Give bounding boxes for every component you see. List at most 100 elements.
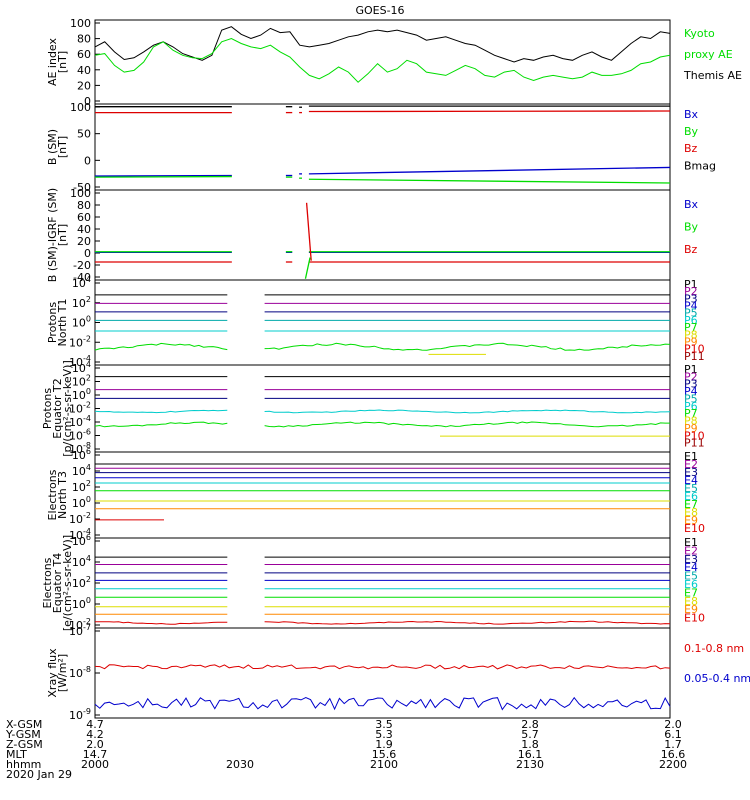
y-axis-label: North T3	[56, 471, 69, 519]
y-axis-label: Protons	[41, 388, 54, 429]
legend-entry: By	[684, 125, 699, 138]
legend-entry: P1	[684, 363, 698, 376]
legend-entry: P10	[684, 429, 705, 442]
y-tick-label: -20	[73, 259, 91, 272]
x-axis-value: 6.1	[664, 728, 682, 741]
legend-entry: 0.1-0.8 nm	[684, 642, 744, 655]
x-axis-ephemeris: X-GSM 4.7 3.5 2.8 2.0 Y-GSM 4.2 5.3 5.7 6.1 Z-GSM 2…	[5, 718, 687, 781]
legend-entry: P6	[684, 314, 698, 327]
legend-entry: P3	[684, 378, 698, 391]
legend-entry: E9	[684, 514, 698, 527]
y-tick-label: 10-6	[69, 428, 91, 443]
x-axis-date: 2020 Jan 29	[6, 768, 72, 781]
y-tick-label: 10-8	[69, 665, 91, 680]
y-tick-label: 10-9	[69, 707, 91, 722]
y-tick-label: -50	[73, 181, 91, 194]
legend-entry: P8	[684, 415, 698, 428]
y-tick-label: 10-2	[69, 511, 91, 526]
y-axis-label: Xray flux	[46, 648, 59, 698]
x-axis-row-label: MLT	[6, 748, 27, 761]
y-axis-label: Protons	[46, 302, 59, 343]
panel-ae: 100 80 60 40 20 0 AE index[nT] Kyoto proxy AE The…	[46, 17, 742, 108]
y-axis-label: [nT]	[56, 224, 69, 246]
legend-entry: P7	[684, 407, 698, 420]
legend-entry: E7	[684, 586, 698, 599]
y-tick-label: 20	[77, 79, 91, 92]
x-axis-row-label: X-GSM	[6, 718, 42, 731]
y-tick-label: 100	[72, 387, 91, 402]
y-tick-label: 100	[70, 101, 91, 114]
y-tick-label: 40	[77, 223, 91, 236]
y-tick-label: 40	[77, 64, 91, 77]
y-axis-label: Electrons	[41, 557, 54, 608]
y-axis-label: B (SM)	[46, 129, 59, 165]
y-axis-label: Equator T4	[51, 553, 64, 613]
legend-entry: Bz	[684, 243, 698, 256]
y-tick-label: 0	[84, 247, 91, 260]
y-tick-label: 50	[77, 128, 91, 141]
y-axis-label: AE index	[46, 37, 59, 86]
legend-entry: E3	[684, 553, 698, 566]
legend-entry: E3	[684, 466, 698, 479]
y-tick-label: 80	[77, 33, 91, 46]
y-axis-label: [e/(cm²-s-sr-keV)]	[61, 535, 74, 631]
legend-entry: E6	[684, 490, 698, 503]
legend-entry: E4	[684, 561, 698, 574]
y-tick-label: 106	[72, 447, 91, 462]
legend-entry: 0.05-0.4 nm	[684, 672, 750, 685]
y-tick-label: 106	[72, 533, 91, 548]
legend-entry: P1	[684, 278, 698, 291]
y-tick-label: 20	[77, 235, 91, 248]
legend-entry: E4	[684, 474, 698, 487]
y-tick-label: 60	[77, 48, 91, 61]
x-axis-value: 2000	[81, 758, 109, 771]
x-axis-value: 16.1	[518, 748, 543, 761]
x-axis-value: 5.3	[375, 728, 393, 741]
legend-entry: P4	[684, 385, 698, 398]
legend-entry: P5	[684, 307, 698, 320]
x-axis-value: 4.2	[86, 728, 104, 741]
series-line	[94, 26, 671, 63]
series-line	[264, 409, 671, 414]
y-tick-label: 80	[77, 199, 91, 212]
y-tick-label: 10-4	[69, 354, 91, 369]
series-line	[305, 202, 312, 261]
y-tick-label: 10-2	[69, 334, 91, 349]
y-axis-label: [nT]	[56, 51, 69, 73]
x-axis-value: 1.9	[375, 738, 393, 751]
x-axis-value: 5.7	[521, 728, 539, 741]
legend-entry: P11	[684, 437, 705, 450]
y-axis-label: Electrons	[46, 469, 59, 520]
panel-frame	[94, 279, 671, 366]
y-tick-label: 0	[84, 154, 91, 167]
x-axis-value: 1.7	[664, 738, 682, 751]
panel-frame	[94, 451, 671, 539]
y-axis-label: B (SM)-IGRF (SM)	[46, 188, 59, 282]
legend-entry: P6	[684, 400, 698, 413]
y-axis-label: North T1	[56, 299, 69, 347]
y-tick-label: 100	[72, 495, 91, 510]
legend-entry: Bx	[684, 198, 699, 211]
series-line	[94, 37, 671, 83]
series-line	[264, 421, 670, 428]
panel-xray: 10-7 10-8 10-9 Xray flux[W/m²] 0.1-0.8 nm 0.0…	[46, 623, 750, 722]
series-line	[94, 175, 232, 178]
y-tick-label: 104	[72, 275, 91, 290]
y-tick-label: 10-2	[69, 617, 91, 632]
legend-entry: E8	[684, 595, 698, 608]
legend-entry: E7	[684, 498, 698, 511]
y-tick-label: 102	[72, 575, 91, 590]
legend-entry: proxy AE	[684, 48, 733, 61]
legend-entry: P3	[684, 292, 698, 305]
legend-entry: P5	[684, 392, 698, 405]
legend-entry: E5	[684, 570, 698, 583]
y-tick-label: 104	[72, 360, 91, 375]
legend-entry: P11	[684, 350, 705, 363]
y-tick-label: 0	[84, 95, 91, 108]
